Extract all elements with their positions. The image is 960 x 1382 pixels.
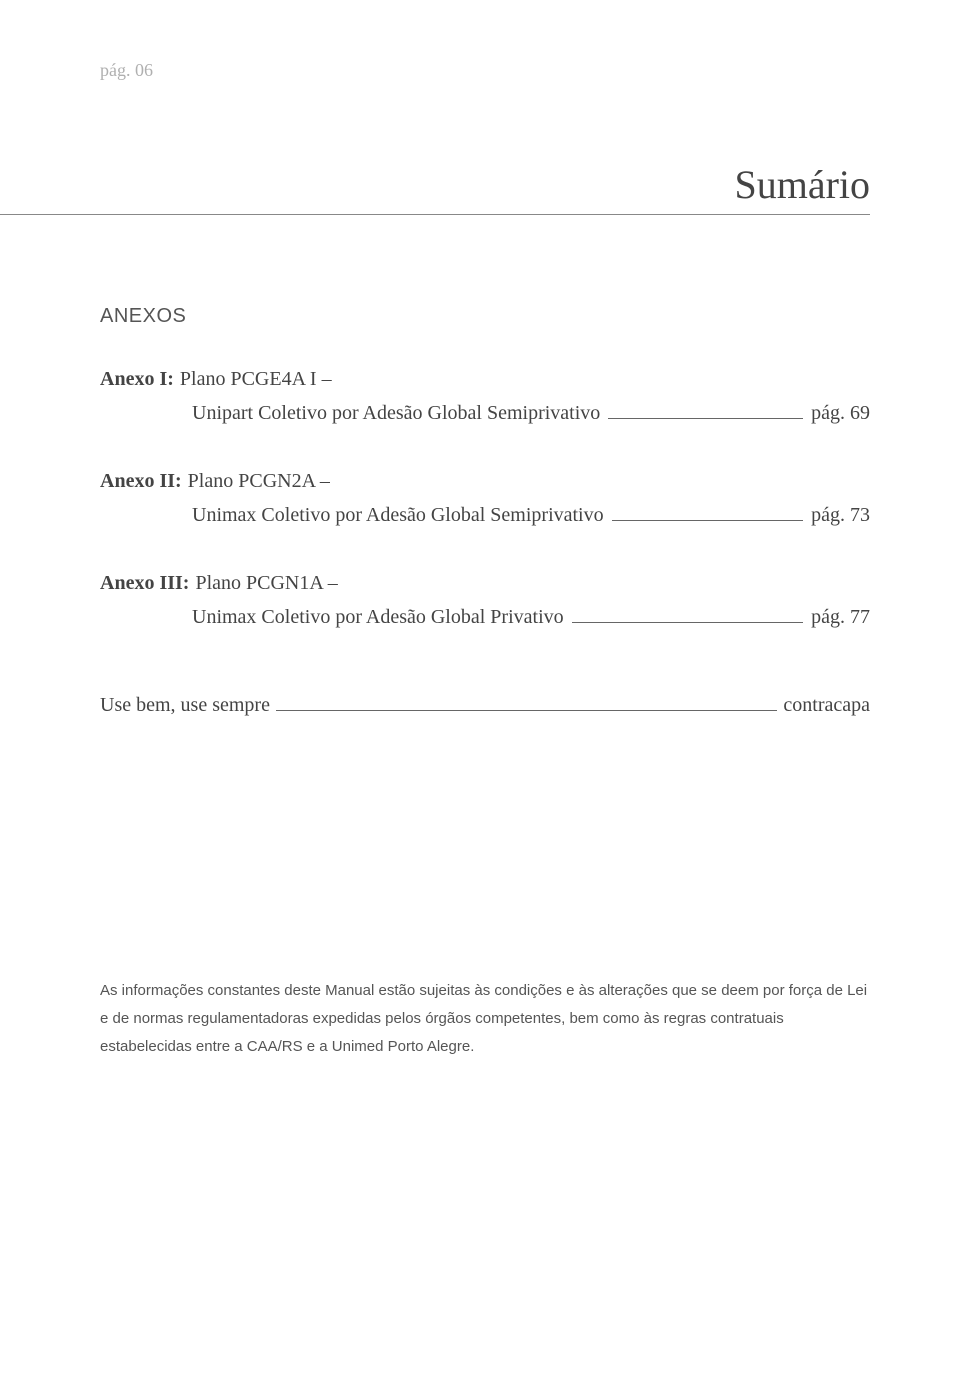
use-leader: [276, 710, 777, 711]
toc-desc-line1: Plano PCGE4A I –: [180, 362, 332, 396]
toc-desc-line1: Plano PCGN2A –: [188, 464, 330, 498]
toc-leader: [572, 622, 803, 623]
toc-leader: [612, 520, 803, 521]
toc-desc-line2: Unimax Coletivo por Adesão Global Privat…: [192, 600, 564, 634]
toc-desc-line1: Plano PCGN1A –: [195, 566, 337, 600]
toc-label: Anexo I:: [100, 362, 174, 396]
use-label: Use bem, use sempre: [100, 694, 270, 717]
section-heading: ANEXOS: [100, 305, 870, 328]
use-line: Use bem, use sempre contracapa: [100, 694, 870, 717]
toc-desc-line2: Unipart Coletivo por Adesão Global Semip…: [192, 396, 600, 430]
footer-note: As informações constantes deste Manual e…: [100, 977, 870, 1060]
toc-leader: [608, 418, 803, 419]
toc-entry: Anexo III: Plano PCGN1A – Unimax Coletiv…: [100, 566, 870, 634]
toc-label: Anexo II:: [100, 464, 182, 498]
toc-label: Anexo III:: [100, 566, 189, 600]
title-divider: [0, 214, 870, 215]
page-marker: pág. 06: [100, 60, 870, 81]
toc-page: pág. 69: [811, 396, 870, 430]
toc-page: pág. 77: [811, 600, 870, 634]
toc-entry: Anexo II: Plano PCGN2A – Unimax Coletivo…: [100, 464, 870, 532]
toc-page: pág. 73: [811, 498, 870, 532]
page-title: Sumário: [100, 161, 870, 208]
use-value: contracapa: [783, 694, 870, 717]
toc-desc-line2: Unimax Coletivo por Adesão Global Semipr…: [192, 498, 604, 532]
toc-entry: Anexo I: Plano PCGE4A I – Unipart Coleti…: [100, 362, 870, 430]
